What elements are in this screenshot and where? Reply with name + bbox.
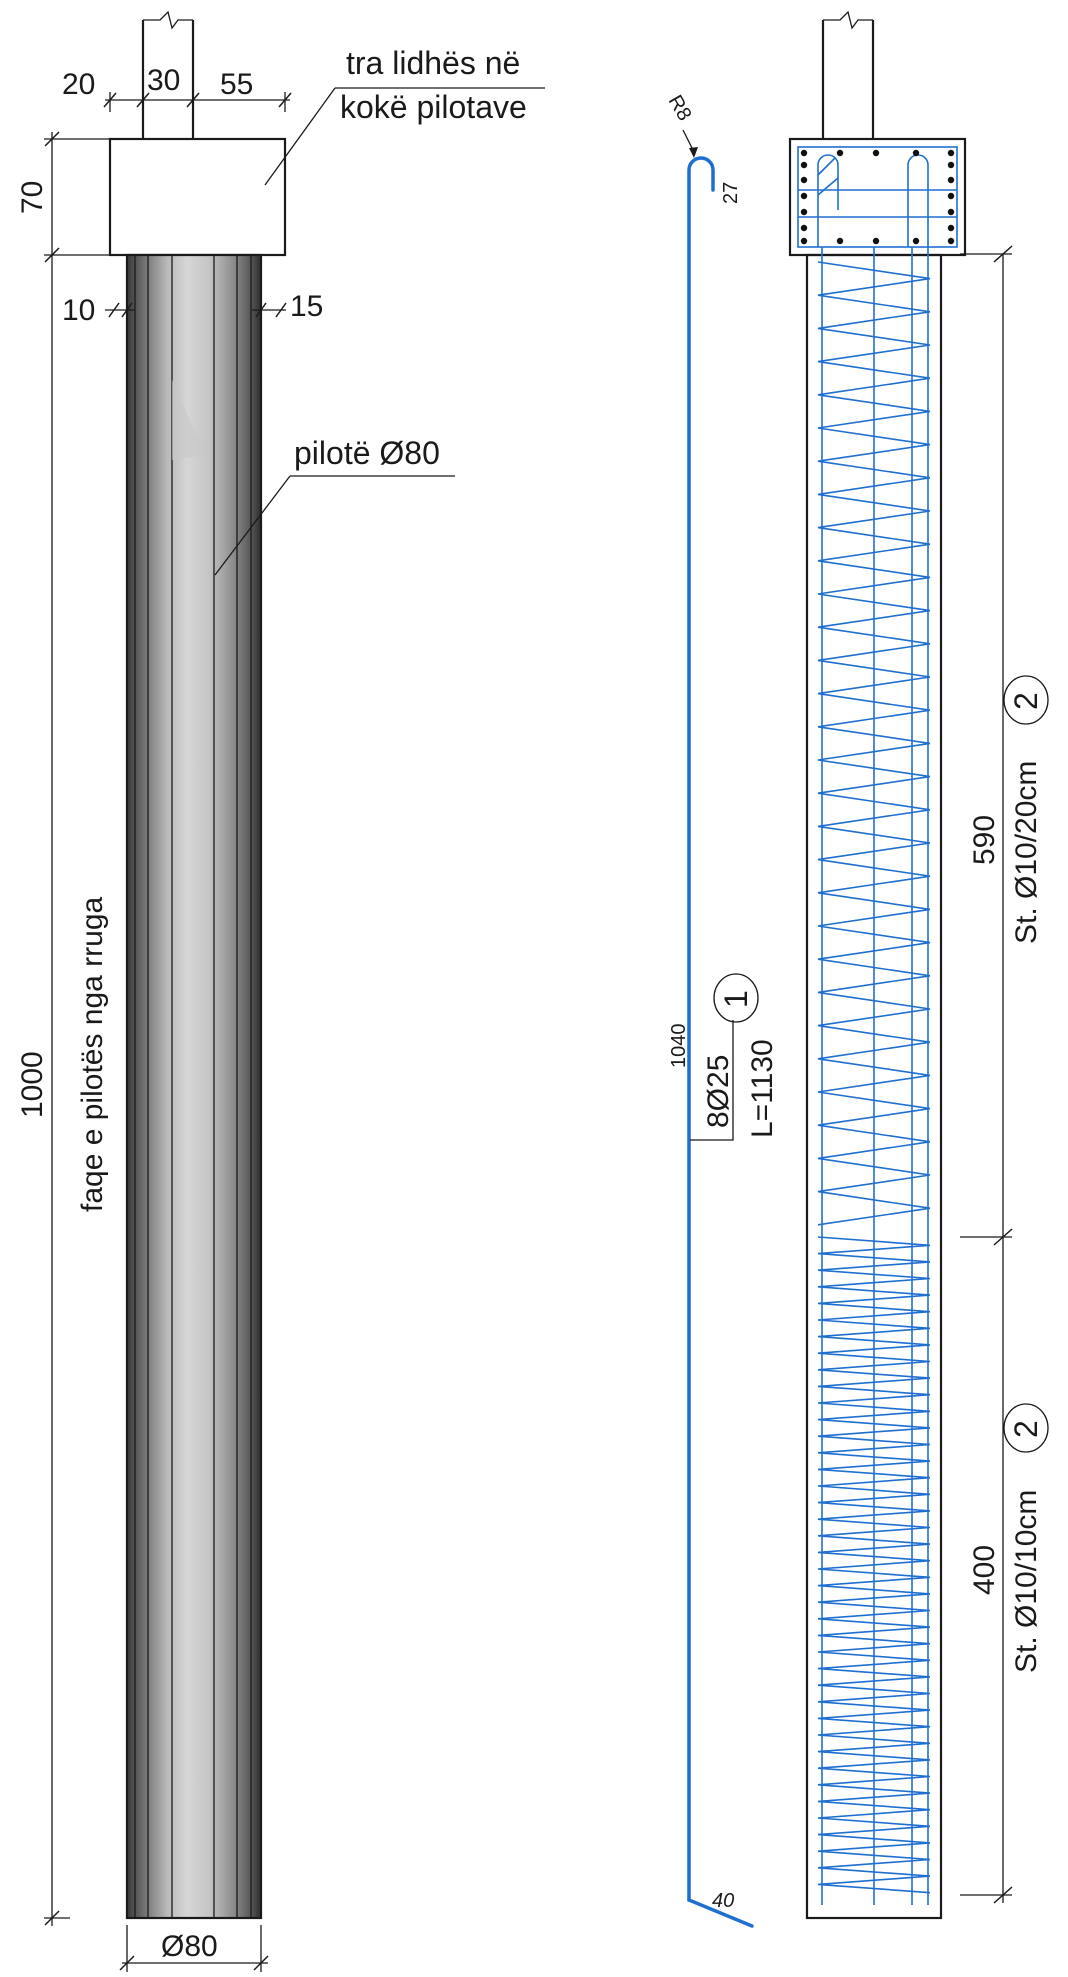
dim-right-cover: 15 (290, 290, 323, 323)
cap-bar-dot (947, 176, 955, 184)
straight-length-label: 1040 (668, 1024, 690, 1069)
dim-cap-height: 70 (16, 181, 49, 214)
dim-column-width: 30 (147, 64, 180, 97)
cap-bar-dot (947, 192, 955, 200)
cap-bar-dot (800, 192, 808, 200)
dim-left-offset: 20 (62, 68, 95, 101)
stirrup-spiral (817, 261, 931, 1226)
cap-reinforcement (797, 146, 958, 248)
cover-dimension (105, 302, 287, 318)
left-elevation: 20 30 55 70 1000 10 15 (16, 10, 545, 1972)
hook-length-label: 27 (720, 182, 742, 204)
dim-right-offset: 55 (220, 68, 253, 101)
rebar-foot (687, 1898, 754, 1928)
bar-spec-label: 8Ø25 (702, 1055, 735, 1128)
diameter-dimension (119, 1925, 269, 1972)
lower-zone-length: 400 (968, 1545, 1001, 1595)
section-column-stub (821, 10, 875, 139)
cap-bar-dot (947, 149, 955, 157)
cap-label-line1: tra lidhës në (346, 45, 520, 81)
upper-zone-mark: 2 (1003, 675, 1049, 725)
cap-bar-dot (800, 176, 808, 184)
cap-bar-dot (872, 237, 880, 245)
cap-bar-dot (947, 224, 955, 232)
spiral-stirrups-upper (817, 261, 931, 1226)
cap-bar-dot (836, 237, 844, 245)
cap-bar-dot (800, 224, 808, 232)
top-dimension-line (103, 92, 292, 112)
dim-left-cover: 10 (62, 294, 95, 327)
svg-text:2: 2 (1008, 692, 1044, 710)
cap-label-leader (264, 87, 545, 186)
lower-zone-mark: 2 (1003, 1403, 1049, 1453)
cap-bar-dot (947, 208, 955, 216)
column-stub (141, 10, 195, 139)
face-label: faqe e pilotës nga rruga (76, 896, 109, 1212)
pile-cap (108, 137, 287, 257)
svg-text:1: 1 (718, 990, 754, 1008)
bar-spec-bracket (690, 1020, 734, 1141)
pile-label: pilotë Ø80 (294, 435, 440, 471)
bar-mark-circle: 1 (713, 973, 759, 1023)
main-rebar-shape (687, 156, 715, 1902)
bar-schedule: R8 27 1040 40 8Ø25 L=1130 1 (664, 92, 779, 1928)
cap-bar-dot (947, 161, 955, 169)
pile-label-leader (214, 475, 455, 576)
cap-bar-dot (947, 237, 955, 245)
foot-length-label: 40 (712, 1890, 734, 1912)
hook-radius-leader (682, 129, 698, 158)
upper-zone-spec: St. Ø10/20cm (1010, 761, 1043, 944)
cap-bar-dot (800, 149, 808, 157)
cap-bar-dot (800, 208, 808, 216)
zone-dimension-line (960, 245, 1013, 1904)
cap-bar-dot (836, 149, 844, 157)
cap-bar-dots (800, 149, 955, 245)
stirrup-spiral (817, 1236, 931, 1894)
cap-bar-dot (912, 149, 920, 157)
cap-bar-dot (872, 149, 880, 157)
hook-radius-label: R8 (664, 92, 696, 125)
section-cap (788, 137, 967, 257)
vertical-dimension-line (44, 131, 110, 1926)
cap-label-line2: kokë pilotave (340, 89, 527, 125)
dim-pile-length: 1000 (16, 1051, 49, 1118)
bar-total-length-label: L=1130 (746, 1039, 779, 1138)
cap-bar-dot (912, 237, 920, 245)
dim-pile-diameter: Ø80 (161, 1930, 218, 1963)
pile-body (125, 253, 263, 1920)
lower-zone-spec: St. Ø10/10cm (1010, 1490, 1043, 1673)
svg-text:2: 2 (1008, 1420, 1044, 1438)
spiral-stirrups-lower (817, 1236, 931, 1894)
reinforcement-section: 590 St. Ø10/20cm 2 400 St. Ø10/10cm 2 (788, 10, 1049, 1920)
upper-zone-length: 590 (968, 815, 1001, 865)
cap-bar-dot (800, 161, 808, 169)
cap-bar-dot (800, 237, 808, 245)
